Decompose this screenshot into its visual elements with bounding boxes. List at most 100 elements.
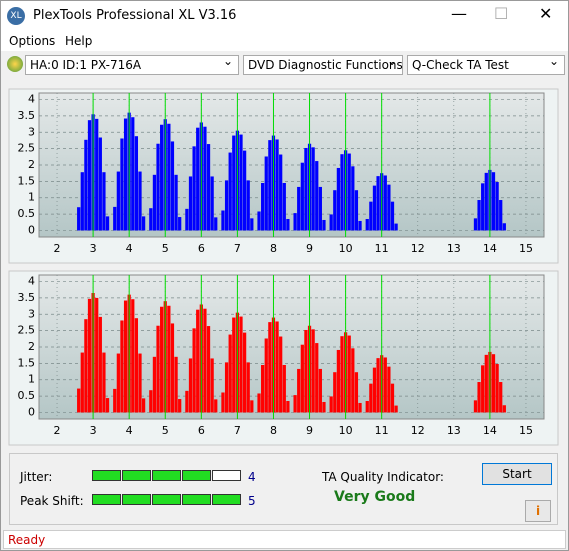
- x-tick-label: 6: [198, 424, 205, 437]
- x-tick-label: 8: [270, 242, 277, 255]
- bar: [228, 334, 232, 413]
- y-tick-label: 0.5: [18, 207, 36, 220]
- drive-icon: [7, 56, 23, 72]
- bar: [279, 154, 283, 231]
- bar: [502, 405, 506, 413]
- menu-item[interactable]: Options: [9, 34, 56, 48]
- bar: [477, 382, 481, 413]
- x-tick-label: 6: [198, 242, 205, 255]
- bar: [77, 388, 81, 413]
- gauge-cell: [152, 494, 181, 505]
- x-tick-label: 15: [519, 424, 533, 437]
- info-button[interactable]: i: [525, 500, 551, 522]
- bar: [481, 365, 485, 413]
- bar: [481, 183, 485, 231]
- bar: [239, 134, 243, 231]
- bar: [113, 388, 117, 413]
- jitter-value: 4: [248, 470, 256, 484]
- bar: [376, 358, 380, 413]
- maximize[interactable]: ☐: [494, 4, 509, 23]
- bar: [160, 306, 164, 413]
- bar: [206, 144, 211, 231]
- bar: [170, 323, 175, 413]
- x-tick-label: 8: [270, 424, 277, 437]
- bar: [261, 365, 265, 413]
- quality-value: Very Good: [334, 489, 416, 505]
- bar: [315, 161, 319, 231]
- bar: [98, 316, 102, 413]
- menu-item[interactable]: Help: [65, 34, 93, 48]
- minimize[interactable]: —: [451, 4, 467, 23]
- bar: [286, 401, 290, 413]
- x-tick-label: 9: [306, 242, 313, 255]
- bar: [383, 357, 387, 413]
- bar: [134, 318, 139, 413]
- bar: [246, 180, 250, 231]
- peak-shift-value: 5: [248, 494, 256, 508]
- x-tick-label: 5: [162, 424, 169, 437]
- bar: [315, 343, 319, 413]
- start-button[interactable]: Start: [482, 463, 552, 485]
- bar: [185, 208, 189, 231]
- gauge-cell: [212, 470, 241, 481]
- y-tick-label: 2.5: [18, 142, 36, 155]
- bar: [365, 219, 369, 231]
- bar: [495, 182, 499, 231]
- y-tick-label: 1: [28, 373, 35, 386]
- bar: [250, 400, 254, 413]
- bar: [383, 175, 387, 231]
- gauge-cell: [122, 494, 151, 505]
- x-tick-label: 12: [411, 424, 425, 437]
- bar: [322, 401, 326, 413]
- y-tick-label: 3: [28, 125, 35, 138]
- y-tick-label: 3: [28, 307, 35, 320]
- window-title: PlexTools Professional XL V3.16: [33, 8, 237, 23]
- bar: [203, 126, 207, 231]
- bar: [351, 166, 355, 231]
- bar: [499, 382, 503, 413]
- bar: [221, 392, 225, 413]
- y-tick-label: 3.5: [18, 291, 36, 304]
- bar: [347, 335, 351, 413]
- bar: [394, 223, 398, 231]
- bar: [138, 353, 142, 413]
- bar: [239, 316, 243, 413]
- bar: [318, 186, 322, 231]
- bar: [264, 338, 268, 413]
- drive-select[interactable]: HA:0 ID:1 PX-716A: [25, 54, 239, 75]
- bar: [113, 206, 117, 231]
- bar: [232, 135, 236, 231]
- gauge-cell: [92, 494, 121, 505]
- bar: [242, 150, 247, 231]
- bar: [192, 146, 196, 231]
- bar: [102, 352, 106, 413]
- function-select[interactable]: DVD Diagnostic Functions: [243, 54, 403, 75]
- bar: [318, 368, 322, 413]
- test-select[interactable]: Q-Check TA Test: [407, 54, 565, 75]
- bar: [297, 186, 301, 231]
- bar: [131, 117, 135, 231]
- bar: [196, 127, 200, 231]
- bar: [206, 326, 211, 413]
- gauge-cell: [92, 470, 121, 481]
- bar: [210, 358, 214, 413]
- bar: [257, 211, 261, 231]
- bar: [354, 372, 359, 413]
- close[interactable]: ✕: [539, 4, 553, 23]
- status-bar: Ready: [3, 530, 566, 549]
- x-tick-label: 11: [375, 424, 389, 437]
- bar: [250, 218, 254, 231]
- bar: [178, 399, 182, 413]
- bar: [156, 143, 160, 231]
- bar: [275, 139, 279, 231]
- bar: [131, 299, 135, 413]
- gauge-cell: [182, 470, 211, 481]
- bar: [167, 305, 171, 413]
- x-tick-label: 3: [90, 424, 97, 437]
- bar: [340, 154, 344, 231]
- bar: [268, 322, 272, 413]
- x-tick-label: 13: [447, 424, 461, 437]
- bar: [502, 223, 506, 231]
- y-tick-label: 4: [28, 275, 35, 288]
- bar: [473, 218, 478, 231]
